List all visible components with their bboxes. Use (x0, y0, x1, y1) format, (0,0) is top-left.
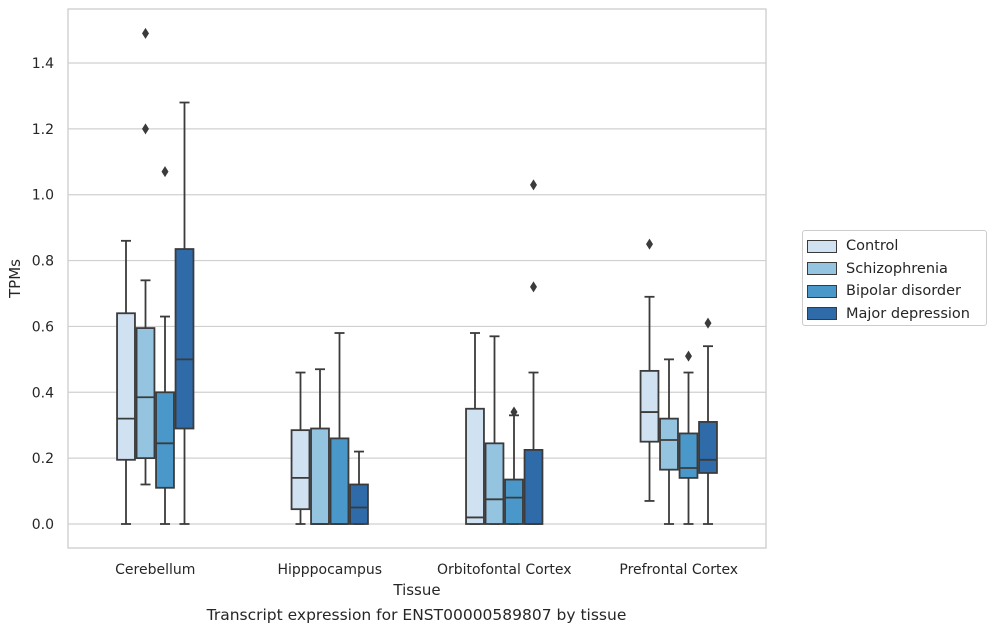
outlier-point (530, 281, 537, 293)
box-body (116, 312, 136, 461)
outlier-point (510, 406, 518, 418)
box-body (484, 442, 505, 525)
x-tick-labels: Cerebellum Hipppocampus Orbitofontal Corte… (115, 562, 738, 578)
box-body (155, 391, 175, 489)
box-cerebellum-schizophrenia (135, 27, 156, 486)
box-body (639, 369, 660, 443)
legend-swatch (807, 307, 837, 321)
box-cerebellum-major-depression (174, 101, 195, 525)
legend-swatch (807, 239, 837, 253)
outlier-point (530, 179, 537, 191)
box-body (504, 478, 524, 525)
box-prefrontal-cortex-schizophrenia (659, 358, 679, 525)
figure-caption: Transcript expression for ENST0000058980… (206, 606, 627, 624)
legend: Control Schizophrenia Bipolar disorder M… (802, 230, 987, 326)
box-body (659, 417, 679, 471)
outlier-point (646, 238, 653, 250)
box-cerebellum-bipolar-disorder (155, 166, 175, 525)
y-axis-label: TPMs (6, 259, 24, 299)
plot-frame (67, 8, 767, 549)
box-orbitofontal-cortex-control (465, 332, 485, 525)
box-orbitofontal-cortex-schizophrenia (484, 335, 505, 525)
plot-marks (116, 27, 718, 525)
box-body (290, 429, 311, 511)
box-prefrontal-cortex-control (639, 238, 660, 502)
box-cerebellum-control (116, 239, 136, 525)
outlier-point (704, 317, 712, 329)
box-body (349, 483, 369, 525)
y-tick-label: 1.2 (32, 122, 54, 138)
box-orbitofontal-cortex-bipolar-disorder (504, 406, 524, 525)
box-body (678, 432, 699, 479)
box-body (523, 449, 544, 525)
y-tick-label: 1.4 (32, 56, 54, 72)
legend-label: Bipolar disorder (846, 283, 961, 300)
box-prefrontal-cortex-major-depression (698, 317, 718, 525)
outlier-point (685, 350, 692, 362)
box-prefrontal-cortex-bipolar-disorder (678, 350, 699, 525)
y-tick-label: 1.0 (32, 188, 54, 204)
x-axis-label: Tissue (392, 581, 440, 599)
legend-item-control: Control (807, 235, 986, 258)
legend-swatch (807, 284, 837, 298)
legend-swatch (807, 262, 837, 276)
box-hipppocampus-major-depression (349, 450, 369, 525)
legend-item-bipolar-disorder: Bipolar disorder (807, 280, 986, 303)
box-body (174, 248, 195, 430)
box-orbitofontal-cortex-major-depression (523, 179, 544, 525)
x-tick-label: Cerebellum (115, 562, 195, 578)
box-body (329, 437, 350, 525)
x-tick-label: Hipppocampus (277, 562, 382, 578)
legend-item-schizophrenia: Schizophrenia (807, 258, 986, 281)
x-tick-label: Prefrontal Cortex (619, 562, 738, 578)
y-tick-label: 0.2 (32, 451, 54, 467)
box-body (310, 427, 330, 525)
box-hipppocampus-schizophrenia (310, 368, 330, 525)
y-tick-label: 0.4 (32, 385, 54, 401)
box-body (135, 327, 156, 460)
legend-label: Schizophrenia (846, 260, 948, 277)
legend-label: Major depression (846, 305, 970, 322)
outlier-point (161, 166, 169, 178)
y-tick-labels: 0.0 0.2 0.4 0.6 0.8 1.0 1.2 1.4 (32, 56, 54, 533)
box-body (465, 407, 485, 525)
legend-item-major-depression: Major depression (807, 303, 986, 326)
y-tick-label: 0.8 (32, 254, 54, 270)
box-hipppocampus-bipolar-disorder (329, 332, 350, 525)
legend-label: Control (846, 238, 899, 255)
outlier-point (142, 27, 149, 39)
outlier-point (142, 123, 149, 135)
x-tick-label: Orbitofontal Cortex (437, 562, 572, 578)
box-body (698, 421, 718, 474)
box-hipppocampus-control (290, 371, 311, 525)
y-tick-label: 0.6 (32, 319, 54, 335)
y-tick-label: 0.0 (32, 517, 54, 533)
